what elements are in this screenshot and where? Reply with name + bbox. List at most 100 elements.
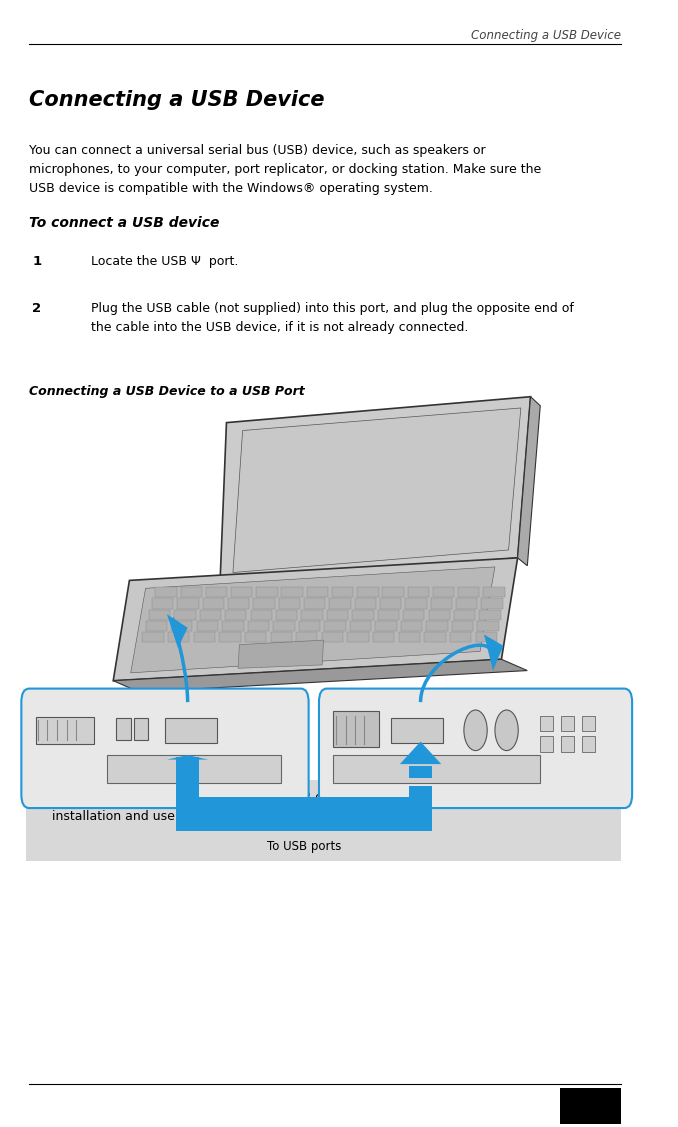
Polygon shape bbox=[131, 567, 495, 673]
Polygon shape bbox=[203, 598, 224, 609]
Polygon shape bbox=[148, 610, 170, 620]
Polygon shape bbox=[281, 587, 303, 597]
Polygon shape bbox=[403, 610, 424, 620]
FancyBboxPatch shape bbox=[117, 718, 131, 740]
Polygon shape bbox=[225, 610, 247, 620]
Polygon shape bbox=[332, 587, 353, 597]
Polygon shape bbox=[194, 632, 215, 642]
Polygon shape bbox=[273, 621, 294, 631]
Polygon shape bbox=[271, 632, 292, 642]
Text: ℒ: ℒ bbox=[33, 791, 43, 805]
Polygon shape bbox=[378, 610, 399, 620]
Polygon shape bbox=[481, 598, 502, 609]
Text: 2: 2 bbox=[33, 302, 41, 316]
Text: To connect a USB device: To connect a USB device bbox=[29, 216, 220, 230]
Text: You can connect a universal serial bus (USB) device, such as speakers or
microph: You can connect a universal serial bus (… bbox=[29, 144, 541, 195]
Polygon shape bbox=[399, 632, 420, 642]
Polygon shape bbox=[357, 587, 378, 597]
Polygon shape bbox=[407, 587, 429, 597]
Polygon shape bbox=[238, 640, 323, 668]
FancyBboxPatch shape bbox=[319, 689, 632, 808]
Polygon shape bbox=[324, 621, 346, 631]
Polygon shape bbox=[197, 621, 218, 631]
Polygon shape bbox=[353, 610, 374, 620]
Text: Plug the USB cable (not supplied) into this port, and plug the opposite end of
t: Plug the USB cable (not supplied) into t… bbox=[91, 302, 574, 334]
FancyBboxPatch shape bbox=[21, 689, 308, 808]
Polygon shape bbox=[479, 610, 501, 620]
Polygon shape bbox=[401, 621, 422, 631]
Polygon shape bbox=[405, 598, 426, 609]
Polygon shape bbox=[355, 598, 376, 609]
Polygon shape bbox=[245, 632, 266, 642]
FancyBboxPatch shape bbox=[409, 766, 432, 778]
FancyBboxPatch shape bbox=[106, 755, 281, 783]
Polygon shape bbox=[517, 397, 540, 566]
Polygon shape bbox=[113, 659, 527, 692]
Polygon shape bbox=[433, 587, 454, 597]
Polygon shape bbox=[347, 632, 369, 642]
Polygon shape bbox=[219, 632, 241, 642]
FancyBboxPatch shape bbox=[540, 716, 553, 731]
Polygon shape bbox=[458, 587, 479, 597]
FancyBboxPatch shape bbox=[333, 755, 540, 783]
Polygon shape bbox=[299, 621, 320, 631]
FancyBboxPatch shape bbox=[409, 786, 432, 797]
Polygon shape bbox=[152, 598, 174, 609]
Polygon shape bbox=[146, 621, 167, 631]
Polygon shape bbox=[228, 598, 250, 609]
Polygon shape bbox=[382, 587, 403, 597]
Polygon shape bbox=[322, 632, 343, 642]
Text: Connecting a USB Device: Connecting a USB Device bbox=[29, 90, 325, 110]
FancyBboxPatch shape bbox=[559, 1088, 621, 1124]
Text: See the manual that came with your USB device for more information on its
instal: See the manual that came with your USB d… bbox=[52, 791, 528, 823]
Polygon shape bbox=[205, 587, 227, 597]
Text: Locate the USB Ψ  port.: Locate the USB Ψ port. bbox=[91, 255, 238, 268]
Polygon shape bbox=[180, 587, 202, 597]
Polygon shape bbox=[477, 621, 499, 631]
Polygon shape bbox=[426, 621, 447, 631]
Polygon shape bbox=[222, 621, 243, 631]
Polygon shape bbox=[330, 598, 351, 609]
Polygon shape bbox=[254, 598, 275, 609]
Text: Connecting a USB Device to a USB Port: Connecting a USB Device to a USB Port bbox=[29, 385, 305, 399]
Polygon shape bbox=[376, 621, 397, 631]
Text: Connecting a USB Device: Connecting a USB Device bbox=[471, 29, 621, 42]
Polygon shape bbox=[155, 587, 177, 597]
Polygon shape bbox=[306, 587, 328, 597]
Polygon shape bbox=[279, 598, 300, 609]
Polygon shape bbox=[484, 635, 503, 671]
Polygon shape bbox=[483, 587, 504, 597]
FancyBboxPatch shape bbox=[333, 711, 378, 747]
Polygon shape bbox=[350, 621, 371, 631]
Polygon shape bbox=[256, 587, 277, 597]
Polygon shape bbox=[220, 397, 531, 584]
Polygon shape bbox=[178, 598, 199, 609]
Polygon shape bbox=[233, 408, 521, 573]
FancyBboxPatch shape bbox=[35, 717, 94, 744]
FancyBboxPatch shape bbox=[134, 718, 148, 740]
Polygon shape bbox=[168, 632, 189, 642]
FancyBboxPatch shape bbox=[582, 716, 595, 731]
FancyBboxPatch shape bbox=[561, 716, 574, 731]
Circle shape bbox=[495, 710, 518, 751]
Text: To USB ports: To USB ports bbox=[267, 840, 341, 853]
Polygon shape bbox=[231, 587, 252, 597]
Polygon shape bbox=[431, 598, 452, 609]
FancyBboxPatch shape bbox=[176, 797, 420, 831]
Polygon shape bbox=[200, 610, 221, 620]
Polygon shape bbox=[380, 598, 401, 609]
Polygon shape bbox=[276, 610, 298, 620]
FancyBboxPatch shape bbox=[409, 793, 432, 831]
FancyBboxPatch shape bbox=[391, 718, 443, 743]
Polygon shape bbox=[327, 610, 348, 620]
Polygon shape bbox=[142, 632, 163, 642]
Polygon shape bbox=[247, 621, 269, 631]
Polygon shape bbox=[424, 632, 445, 642]
FancyBboxPatch shape bbox=[176, 757, 199, 831]
Polygon shape bbox=[174, 610, 195, 620]
Polygon shape bbox=[428, 610, 450, 620]
Text: 1: 1 bbox=[33, 255, 41, 268]
FancyBboxPatch shape bbox=[165, 718, 217, 743]
Polygon shape bbox=[373, 632, 395, 642]
Polygon shape bbox=[113, 558, 517, 681]
